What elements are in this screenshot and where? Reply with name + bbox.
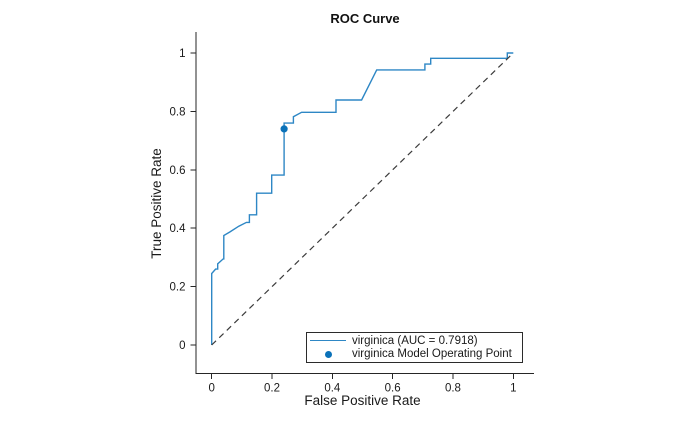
chart-title: ROC Curve — [330, 11, 400, 26]
legend-sample-cell — [310, 350, 346, 358]
x-tick-label: 0.2 — [264, 383, 280, 395]
legend-label-roc: virginica (AUC = 0.7918) — [352, 334, 478, 347]
model-operating-point — [280, 125, 288, 133]
reference-diagonal-line — [211, 52, 514, 346]
x-tick-label: 0.6 — [385, 383, 401, 395]
y-tick-label: 0.8 — [170, 106, 186, 118]
legend-label-operating-point: virginica Model Operating Point — [352, 348, 512, 361]
y-tick-label: 0.4 — [170, 223, 187, 235]
x-tick-label: 0.8 — [445, 383, 461, 395]
x-tick-label: 0 — [208, 383, 214, 395]
legend: virginica (AUC = 0.7918) virginica Model… — [306, 332, 523, 363]
roc-curve-line — [210, 52, 514, 345]
x-tick-label: 0.4 — [324, 383, 341, 395]
legend-item-roc-line: virginica (AUC = 0.7918) — [307, 334, 522, 348]
y-tick-label: 0.6 — [170, 165, 186, 177]
legend-item-operating-point: virginica Model Operating Point — [307, 348, 522, 362]
y-tick-label: 0.2 — [170, 282, 186, 294]
operating-point-marker-icon — [324, 350, 332, 358]
y-tick-label: 1 — [179, 48, 185, 60]
roc-line-sample — [310, 340, 346, 342]
x-tick-label: 1 — [510, 383, 516, 395]
x-axis-label: False Positive Rate — [304, 393, 421, 408]
legend-sample-cell — [310, 340, 346, 342]
y-tick-label: 0 — [179, 340, 185, 352]
axis-spines — [195, 32, 534, 375]
